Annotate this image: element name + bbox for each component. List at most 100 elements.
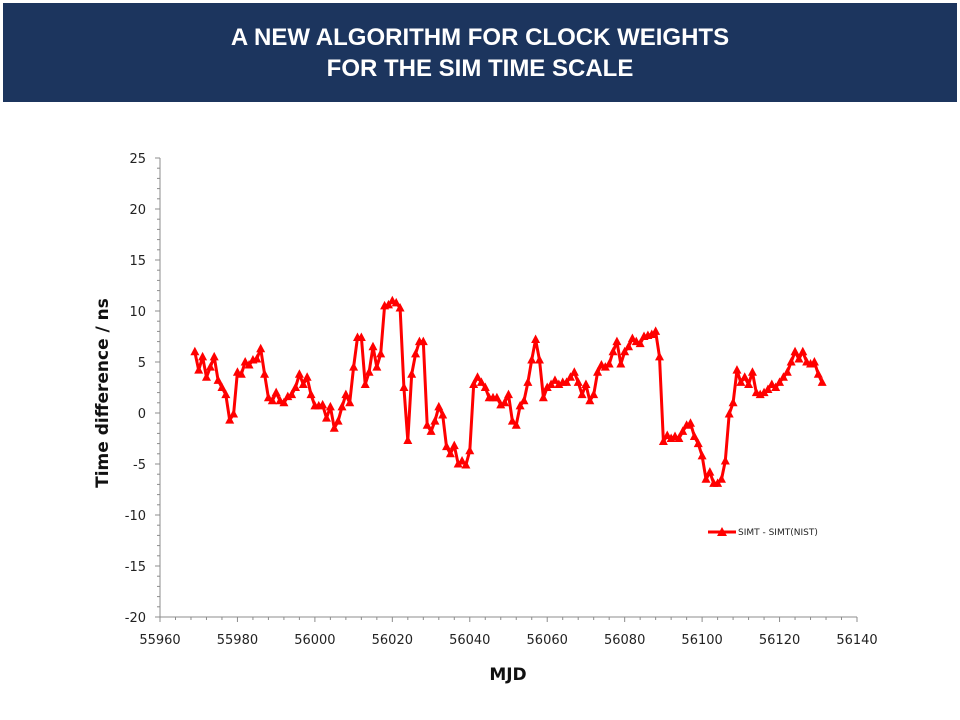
data-point-marker — [724, 409, 734, 418]
y-tick-label: 25 — [129, 152, 146, 167]
data-point-marker — [775, 377, 785, 386]
x-tick-label: 56020 — [372, 633, 413, 648]
data-point-marker — [658, 436, 668, 446]
data-point-marker — [201, 372, 211, 381]
data-point-marker — [271, 387, 281, 397]
data-point-marker — [267, 395, 277, 405]
data-point-marker — [693, 438, 703, 448]
data-point-marker — [600, 362, 610, 371]
data-point-marker — [438, 410, 448, 419]
data-point-marker — [244, 360, 254, 369]
data-point-marker — [786, 357, 796, 366]
data-point-marker — [542, 382, 552, 391]
y-tick-label: 10 — [129, 305, 146, 320]
data-point-marker — [790, 346, 800, 356]
data-point-marker — [565, 372, 575, 381]
data-point-marker — [322, 413, 332, 422]
data-point-marker — [229, 409, 239, 418]
data-point-marker — [736, 377, 746, 386]
y-tick-label: 0 — [138, 407, 146, 422]
data-point-marker — [205, 362, 215, 371]
x-tick-label: 55980 — [217, 633, 258, 648]
data-point-marker — [194, 365, 204, 374]
data-point-marker — [585, 395, 595, 405]
chart-series — [190, 295, 827, 487]
data-point-marker — [473, 372, 483, 381]
data-point-marker — [198, 351, 208, 361]
data-point-marker — [434, 401, 444, 411]
data-point-marker — [612, 336, 622, 346]
data-point-marker — [395, 302, 405, 312]
data-point-marker — [747, 367, 757, 376]
data-point-marker — [550, 375, 560, 384]
data-point-marker — [608, 346, 618, 356]
data-point-marker — [445, 448, 455, 458]
data-point-marker — [728, 397, 738, 407]
data-point-marker — [581, 379, 591, 388]
slide-title-line-1: A NEW ALGORITHM FOR CLOCK WEIGHTS — [230, 23, 730, 51]
data-point-marker — [538, 392, 548, 402]
data-point-marker — [217, 382, 227, 391]
y-tick-label: -20 — [125, 611, 146, 626]
data-point-marker — [345, 397, 355, 407]
data-point-marker — [476, 377, 486, 386]
data-point-marker — [329, 423, 339, 432]
data-point-marker — [507, 416, 517, 425]
data-point-marker — [716, 474, 726, 483]
data-point-marker — [701, 474, 711, 483]
data-point-marker — [190, 346, 200, 356]
data-point-marker — [531, 334, 541, 344]
data-point-marker — [720, 455, 730, 465]
data-point-marker — [817, 377, 827, 386]
x-tick-label: 55960 — [139, 633, 180, 648]
x-tick-label: 56120 — [759, 633, 800, 648]
data-point-marker — [809, 357, 819, 366]
data-point-marker — [763, 384, 773, 394]
data-point-marker — [333, 416, 343, 425]
data-point-marker — [620, 346, 630, 356]
data-point-marker — [798, 346, 808, 356]
data-point-marker — [569, 367, 579, 376]
data-point-marker — [511, 420, 521, 429]
legend-marker-triangle — [717, 527, 727, 536]
data-point-marker — [318, 399, 328, 409]
y-axis-title: Time difference / ns — [93, 298, 113, 488]
data-point-marker — [515, 400, 525, 410]
data-point-marker — [759, 387, 769, 397]
data-point-marker — [573, 377, 583, 386]
data-point-marker — [356, 332, 366, 342]
data-point-marker — [616, 359, 626, 368]
data-point-marker — [651, 326, 661, 335]
data-point-marker — [364, 367, 374, 376]
data-point-marker — [453, 459, 463, 468]
data-point-marker — [372, 362, 382, 371]
data-point-marker — [442, 441, 452, 451]
data-point-marker — [771, 382, 781, 391]
y-tick-label: 5 — [138, 356, 146, 371]
data-point-marker — [689, 431, 699, 440]
data-point-marker — [740, 372, 750, 381]
data-point-marker — [325, 401, 335, 411]
data-point-marker — [291, 382, 301, 391]
data-point-marker — [813, 369, 823, 378]
data-point-marker — [655, 351, 665, 361]
y-tick-label: -5 — [133, 458, 146, 473]
y-tick-label: 20 — [129, 203, 146, 218]
data-point-marker — [778, 372, 788, 381]
data-point-marker — [306, 389, 316, 399]
data-point-marker — [302, 372, 312, 381]
x-tick-label: 56100 — [681, 633, 722, 648]
data-point-marker — [577, 389, 587, 399]
data-point-marker — [430, 416, 440, 425]
x-tick-label: 56140 — [836, 633, 877, 648]
data-point-marker — [527, 354, 537, 364]
data-point-marker — [287, 389, 297, 399]
data-point-marker — [744, 379, 754, 388]
data-point-marker — [260, 369, 270, 378]
data-point-marker — [279, 397, 289, 407]
chart-legend: SIMT - SIMT(NIST) — [708, 527, 818, 538]
y-tick-label: -15 — [125, 560, 146, 575]
data-point-marker — [732, 365, 742, 374]
header-banner: A NEW ALGORITHM FOR CLOCK WEIGHTS FOR TH… — [3, 3, 957, 102]
data-point-marker — [298, 379, 308, 388]
